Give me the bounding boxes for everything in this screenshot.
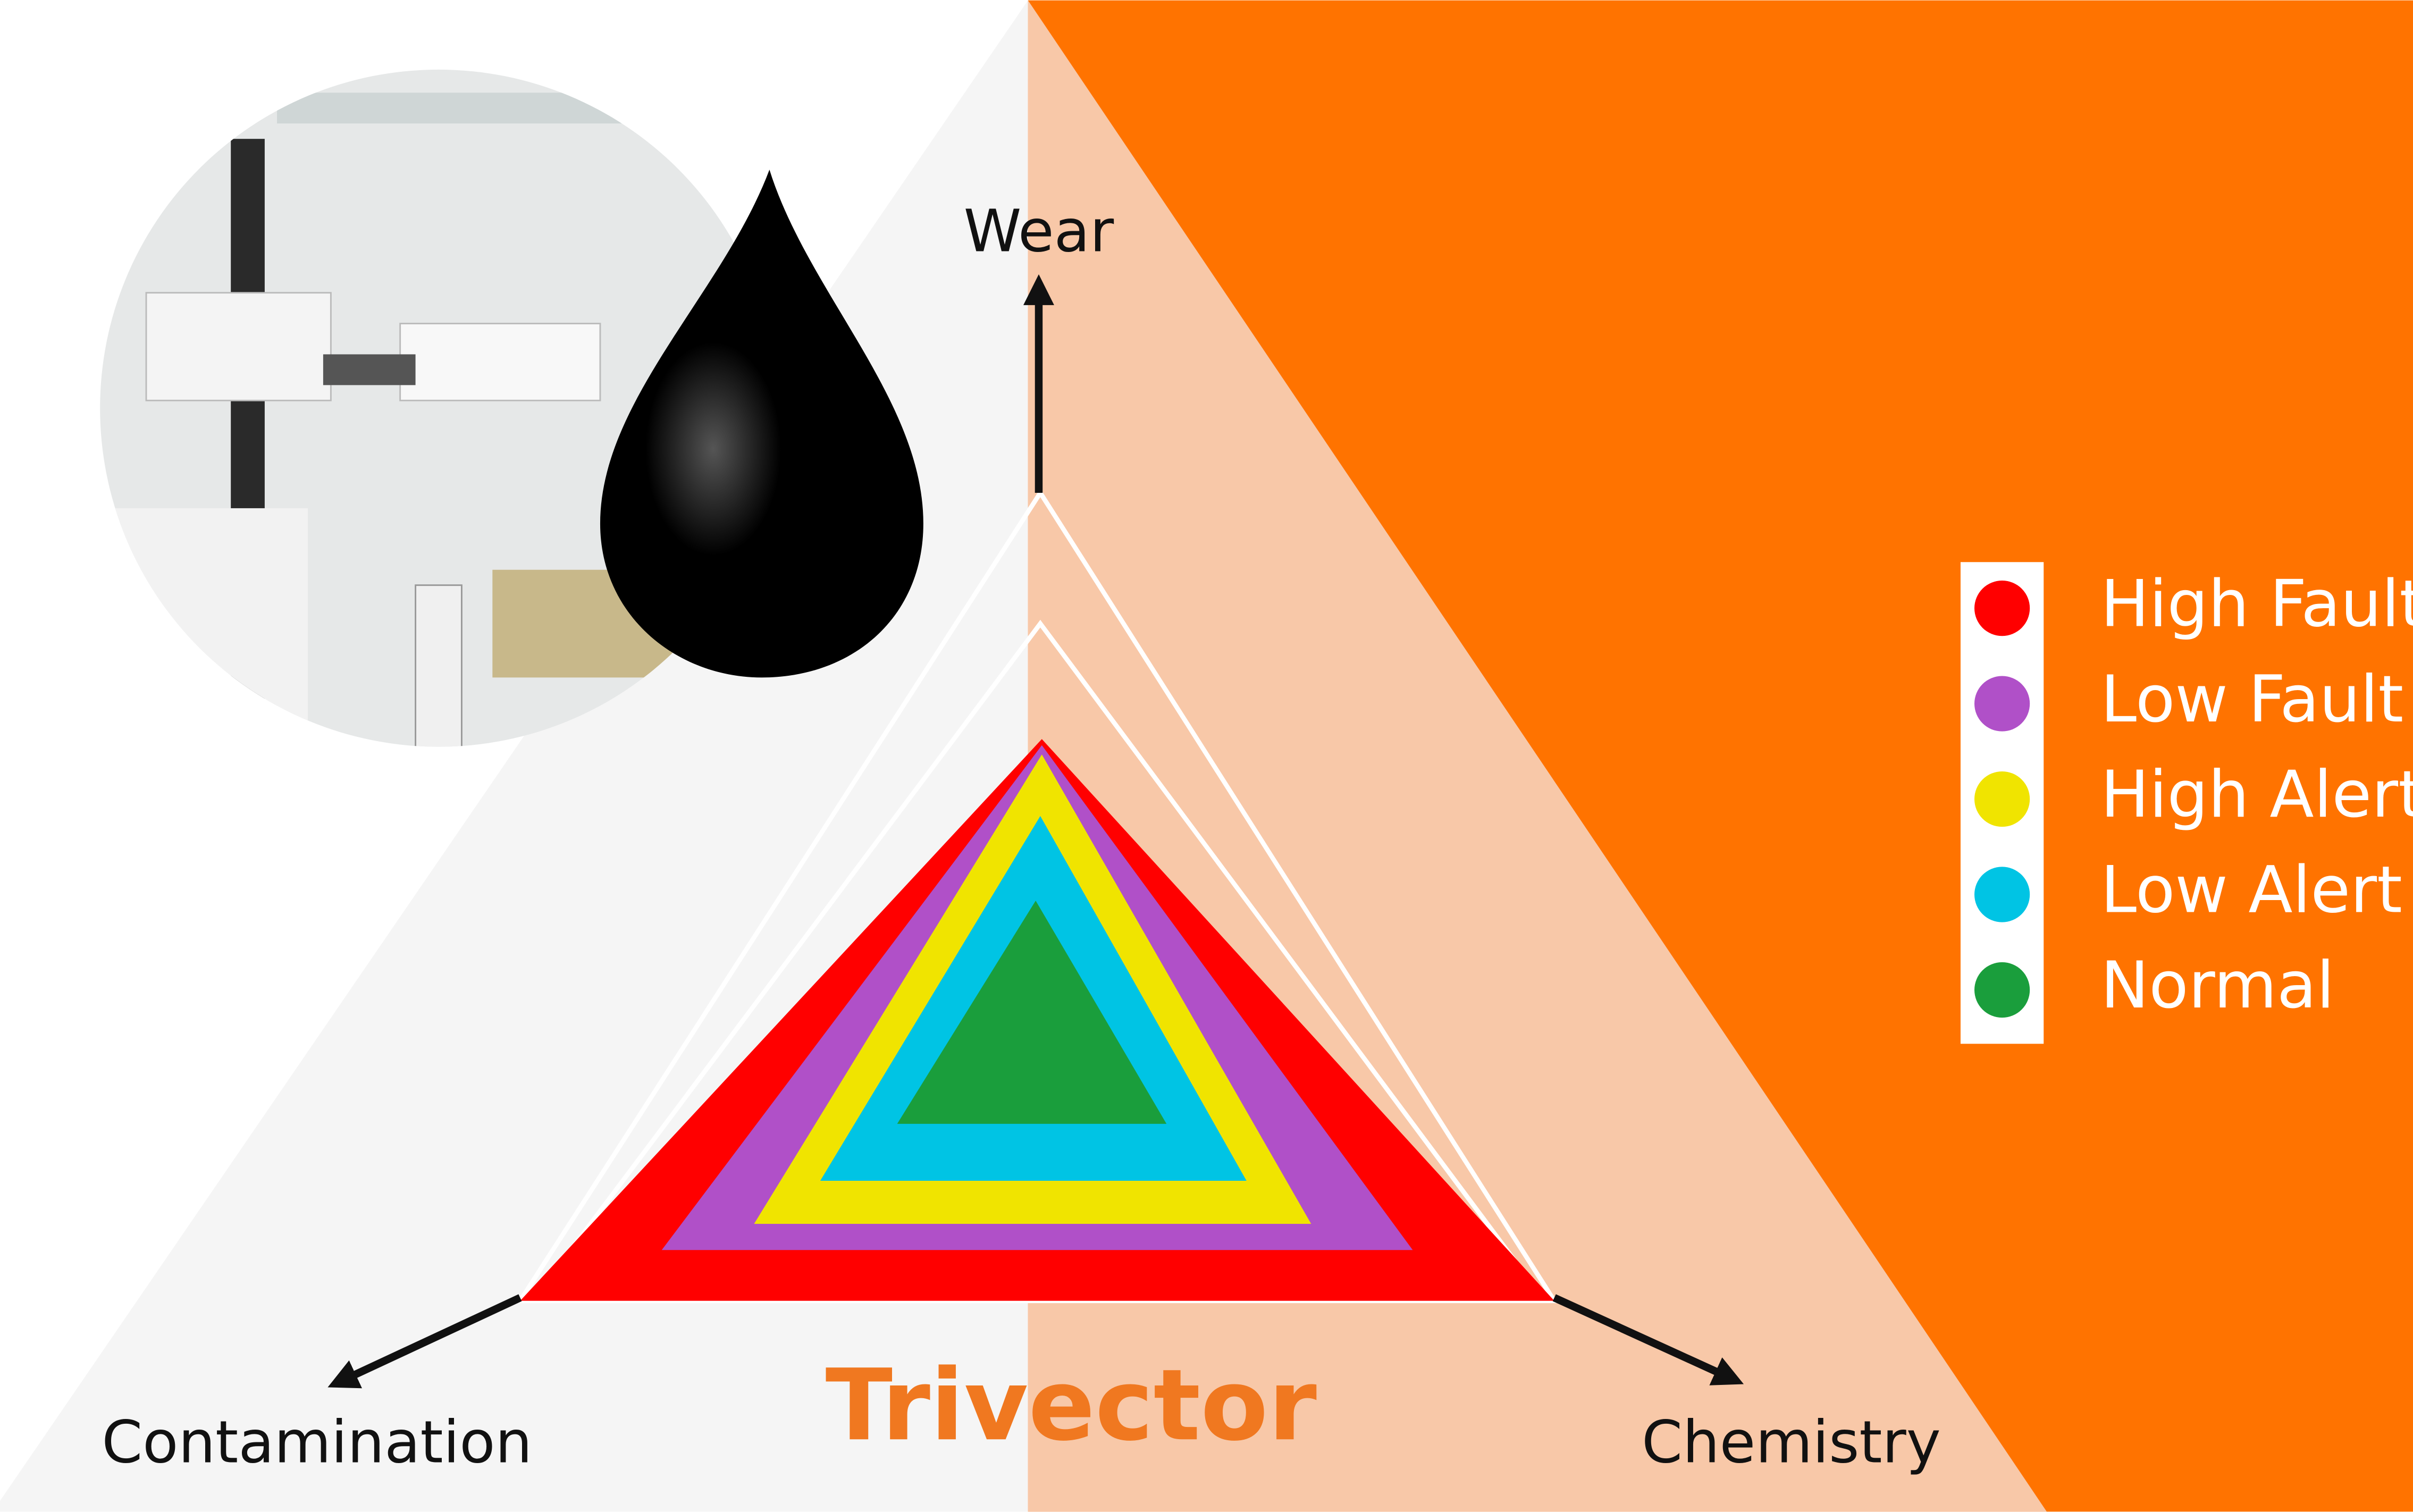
legend-swatch (1974, 676, 2030, 732)
legend-label: High Fault (2100, 566, 2413, 641)
axis-label: Chemistry (1642, 1408, 1941, 1476)
axis-label: Wear (964, 197, 1114, 265)
arrow-chemistry (1552, 1294, 1744, 1385)
arrow-contamination (327, 1294, 522, 1389)
legend-swatch (1974, 962, 2030, 1018)
legend-label: High Alert (2100, 757, 2413, 832)
axis-label: Contamination (102, 1408, 532, 1476)
legend-swatch (1974, 867, 2030, 922)
title: Trivector (826, 1348, 1317, 1463)
level-triangle (897, 901, 1167, 1124)
oil-drop (600, 170, 923, 678)
legend-swatch (1974, 771, 2030, 827)
legend-label: Normal (2100, 947, 2334, 1023)
legend-label: Low Fault (2100, 661, 2403, 737)
legend-label: Low Alert (2100, 852, 2402, 928)
legend-swatch (1974, 580, 2030, 636)
